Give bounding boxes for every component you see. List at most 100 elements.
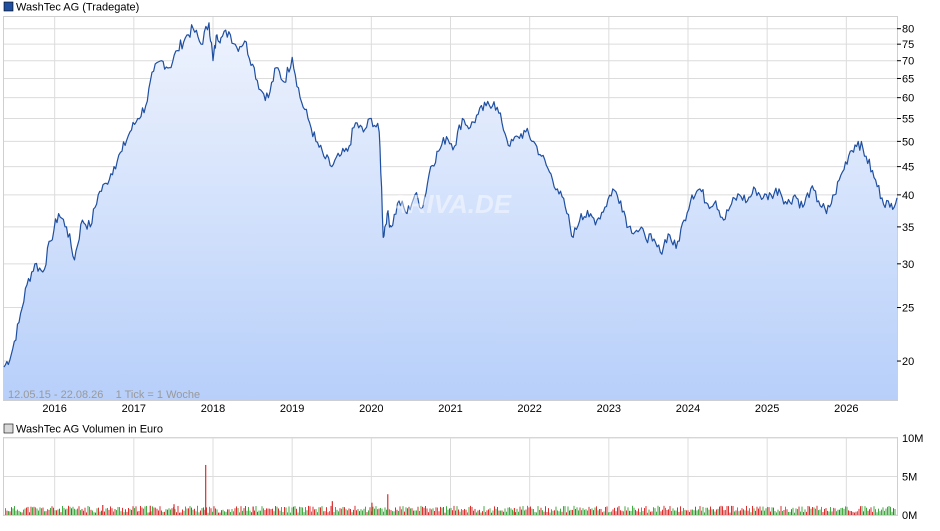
volume-bar bbox=[242, 510, 243, 515]
volume-bar bbox=[233, 511, 234, 515]
price-x-tick-label: 2022 bbox=[517, 403, 541, 415]
price-x-tick-label: 2016 bbox=[42, 403, 66, 415]
volume-bar bbox=[620, 510, 621, 515]
volume-bar bbox=[494, 506, 495, 515]
volume-bar bbox=[555, 506, 557, 515]
volume-bar bbox=[417, 506, 419, 515]
volume-bar bbox=[57, 509, 59, 515]
volume-bar bbox=[518, 511, 519, 515]
price-x-tick-label: 2018 bbox=[201, 403, 225, 415]
volume-bar bbox=[770, 511, 771, 515]
volume-bar bbox=[329, 511, 330, 515]
volume-bar bbox=[363, 508, 365, 515]
volume-bar bbox=[425, 505, 426, 515]
volume-bar bbox=[498, 510, 500, 515]
volume-bar bbox=[440, 506, 441, 515]
price-y-tick-label: 70 bbox=[902, 56, 914, 68]
volume-bar bbox=[710, 506, 711, 515]
volume-bar bbox=[296, 508, 297, 515]
volume-bar bbox=[690, 509, 692, 515]
volume-bar bbox=[299, 506, 300, 515]
volume-bar bbox=[201, 508, 203, 515]
volume-bar bbox=[353, 509, 354, 515]
volume-bar bbox=[179, 512, 180, 515]
volume-bar bbox=[30, 506, 32, 515]
volume-bar bbox=[720, 505, 722, 515]
volume-bar bbox=[69, 506, 71, 515]
volume-bar bbox=[153, 507, 155, 515]
volume-bar bbox=[465, 509, 467, 515]
volume-bar bbox=[458, 509, 459, 515]
volume-bar bbox=[219, 512, 221, 515]
price-x-tick-label: 2025 bbox=[755, 403, 779, 415]
volume-bar bbox=[657, 505, 659, 515]
volume-bar bbox=[302, 507, 303, 515]
volume-bar bbox=[614, 507, 615, 515]
volume-bar bbox=[164, 511, 165, 515]
volume-bar bbox=[98, 507, 99, 515]
volume-bar bbox=[110, 506, 111, 515]
volume-bar bbox=[506, 511, 507, 515]
volume-bar bbox=[11, 507, 12, 515]
volume-bar bbox=[368, 510, 369, 515]
volume-bar bbox=[419, 510, 420, 515]
volume-bar bbox=[884, 510, 885, 515]
price-x-tick-label: 2026 bbox=[834, 403, 858, 415]
volume-bar bbox=[477, 510, 479, 515]
volume-bar bbox=[147, 512, 149, 515]
volume-bar bbox=[753, 508, 755, 515]
volume-bar bbox=[33, 506, 35, 515]
volume-bar bbox=[486, 510, 488, 515]
volume-bar bbox=[609, 512, 611, 515]
volume-bar bbox=[195, 511, 197, 515]
volume-bar bbox=[161, 510, 162, 515]
volume-bar bbox=[357, 508, 359, 515]
volume-bar bbox=[395, 507, 396, 515]
volume-bar bbox=[243, 508, 245, 515]
volume-bar bbox=[288, 506, 290, 515]
volume-bar bbox=[734, 511, 735, 515]
volume-bar bbox=[279, 510, 281, 515]
volume-bar bbox=[59, 508, 60, 515]
volume-bar-spike bbox=[173, 504, 175, 515]
volume-bar bbox=[204, 509, 206, 515]
volume-bar bbox=[236, 506, 237, 515]
volume-bar bbox=[264, 510, 266, 515]
volume-bar bbox=[638, 508, 639, 515]
volume-bar bbox=[726, 506, 728, 515]
volume-bar bbox=[426, 508, 428, 515]
volume-bar bbox=[72, 506, 74, 515]
volume-bar bbox=[411, 508, 413, 515]
volume-bar bbox=[531, 508, 533, 515]
volume-bar bbox=[372, 506, 374, 515]
volume-bar bbox=[62, 505, 63, 515]
volume-bar bbox=[437, 507, 438, 515]
volume-bar bbox=[516, 508, 518, 515]
volume-grid bbox=[4, 437, 897, 516]
volume-bar bbox=[188, 508, 189, 515]
volume-bar bbox=[540, 507, 542, 515]
volume-bar bbox=[140, 505, 141, 515]
volume-bar bbox=[645, 506, 647, 515]
volume-bar bbox=[431, 509, 432, 515]
volume-bar bbox=[300, 507, 302, 515]
price-series-line bbox=[3, 22, 898, 368]
volume-bar bbox=[194, 508, 195, 515]
volume-bar bbox=[228, 509, 230, 515]
volume-bar bbox=[626, 510, 627, 515]
volume-bar bbox=[381, 508, 383, 515]
volume-bar-spike bbox=[513, 508, 516, 515]
volume-bar bbox=[207, 512, 209, 515]
volume-y-tick-label: 5M bbox=[902, 472, 917, 484]
volume-bar bbox=[608, 512, 609, 515]
volume-bar bbox=[180, 512, 182, 515]
volume-bar bbox=[758, 508, 759, 515]
volume-bar bbox=[336, 509, 338, 515]
volume-bar bbox=[512, 509, 513, 515]
volume-bar bbox=[543, 511, 545, 515]
volume-bar bbox=[134, 508, 135, 515]
volume-bar bbox=[135, 506, 137, 515]
volume-bar bbox=[786, 509, 788, 515]
volume-bar bbox=[623, 511, 624, 515]
volume-bar bbox=[602, 512, 603, 515]
